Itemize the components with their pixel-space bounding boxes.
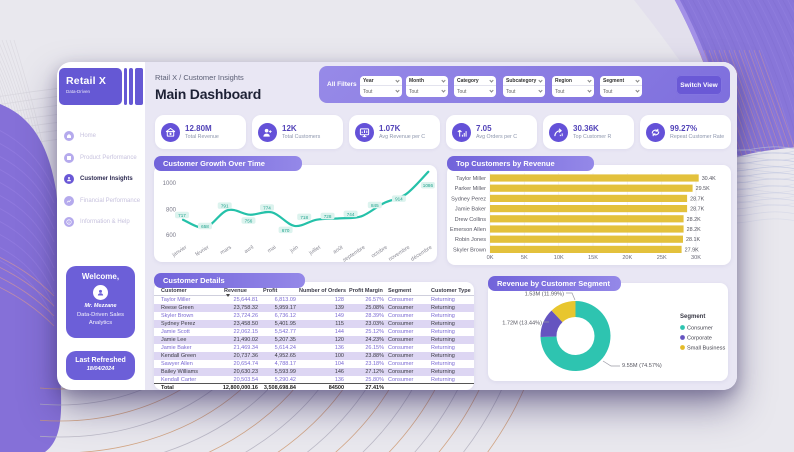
svg-text:septembre: septembre — [342, 245, 367, 262]
svg-text:Drew Collins: Drew Collins — [455, 217, 487, 223]
svg-text:756: 756 — [245, 219, 253, 224]
svg-text:30K: 30K — [691, 255, 701, 261]
svg-text:1086: 1086 — [423, 183, 434, 188]
svg-text:774: 774 — [263, 206, 271, 211]
svg-text:1.72M (13.44%): 1.72M (13.44%) — [502, 321, 542, 327]
svg-text:avril: avril — [243, 245, 255, 255]
svg-text:791: 791 — [221, 204, 229, 209]
svg-text:Consumer: Consumer — [687, 326, 713, 332]
svg-text:Corporate: Corporate — [687, 336, 712, 342]
svg-text:25K: 25K — [657, 255, 667, 261]
svg-text:845: 845 — [371, 203, 379, 208]
svg-text:janvier: janvier — [171, 245, 189, 259]
svg-text:30.4K: 30.4K — [702, 176, 716, 182]
svg-text:Sydney Perez: Sydney Perez — [451, 196, 486, 202]
svg-text:novembre: novembre — [388, 245, 411, 262]
svg-text:28.7K: 28.7K — [690, 207, 704, 213]
svg-text:28.7K: 28.7K — [690, 196, 704, 202]
svg-text:1.53M (11.99%): 1.53M (11.99%) — [525, 292, 565, 298]
svg-text:10K: 10K — [554, 255, 564, 261]
svg-text:744: 744 — [347, 212, 355, 217]
svg-text:717: 717 — [178, 213, 186, 218]
svg-text:1000: 1000 — [163, 181, 177, 187]
svg-text:670: 670 — [282, 228, 290, 233]
svg-text:juin: juin — [288, 245, 299, 255]
svg-text:Skyler Brown: Skyler Brown — [453, 247, 486, 253]
svg-text:juillet: juillet — [307, 244, 322, 257]
svg-text:800: 800 — [166, 208, 177, 214]
svg-text:914: 914 — [395, 197, 403, 202]
svg-text:Small Business: Small Business — [687, 346, 725, 352]
svg-text:février: février — [195, 245, 211, 258]
svg-text:août: août — [332, 244, 344, 255]
svg-text:Segment: Segment — [680, 314, 705, 320]
svg-text:Robin Jones: Robin Jones — [455, 237, 486, 243]
svg-text:Taylor Miller: Taylor Miller — [456, 176, 486, 182]
svg-text:28.1K: 28.1K — [686, 237, 700, 243]
svg-text:658: 658 — [201, 224, 209, 229]
svg-text:718: 718 — [300, 215, 308, 220]
svg-text:Jamie Baker: Jamie Baker — [455, 207, 486, 213]
svg-text:29.5K: 29.5K — [696, 186, 710, 192]
svg-text:600: 600 — [166, 233, 177, 239]
svg-text:0K: 0K — [487, 255, 494, 261]
svg-text:27.9K: 27.9K — [685, 247, 699, 253]
svg-text:octobre: octobre — [370, 245, 388, 260]
svg-text:9.55M (74.57%): 9.55M (74.57%) — [622, 363, 662, 369]
svg-text:Parker Miller: Parker Miller — [455, 186, 487, 192]
svg-text:mars: mars — [219, 244, 233, 256]
svg-text:15K: 15K — [588, 255, 598, 261]
svg-text:Emerson Allen: Emerson Allen — [450, 227, 486, 233]
svg-text:20K: 20K — [622, 255, 632, 261]
svg-text:28.2K: 28.2K — [687, 227, 701, 233]
svg-text:décembre: décembre — [410, 245, 433, 262]
svg-text:mai: mai — [267, 245, 278, 255]
svg-text:28.2K: 28.2K — [687, 217, 701, 223]
svg-text:5K: 5K — [521, 255, 528, 261]
svg-text:728: 728 — [324, 214, 332, 219]
